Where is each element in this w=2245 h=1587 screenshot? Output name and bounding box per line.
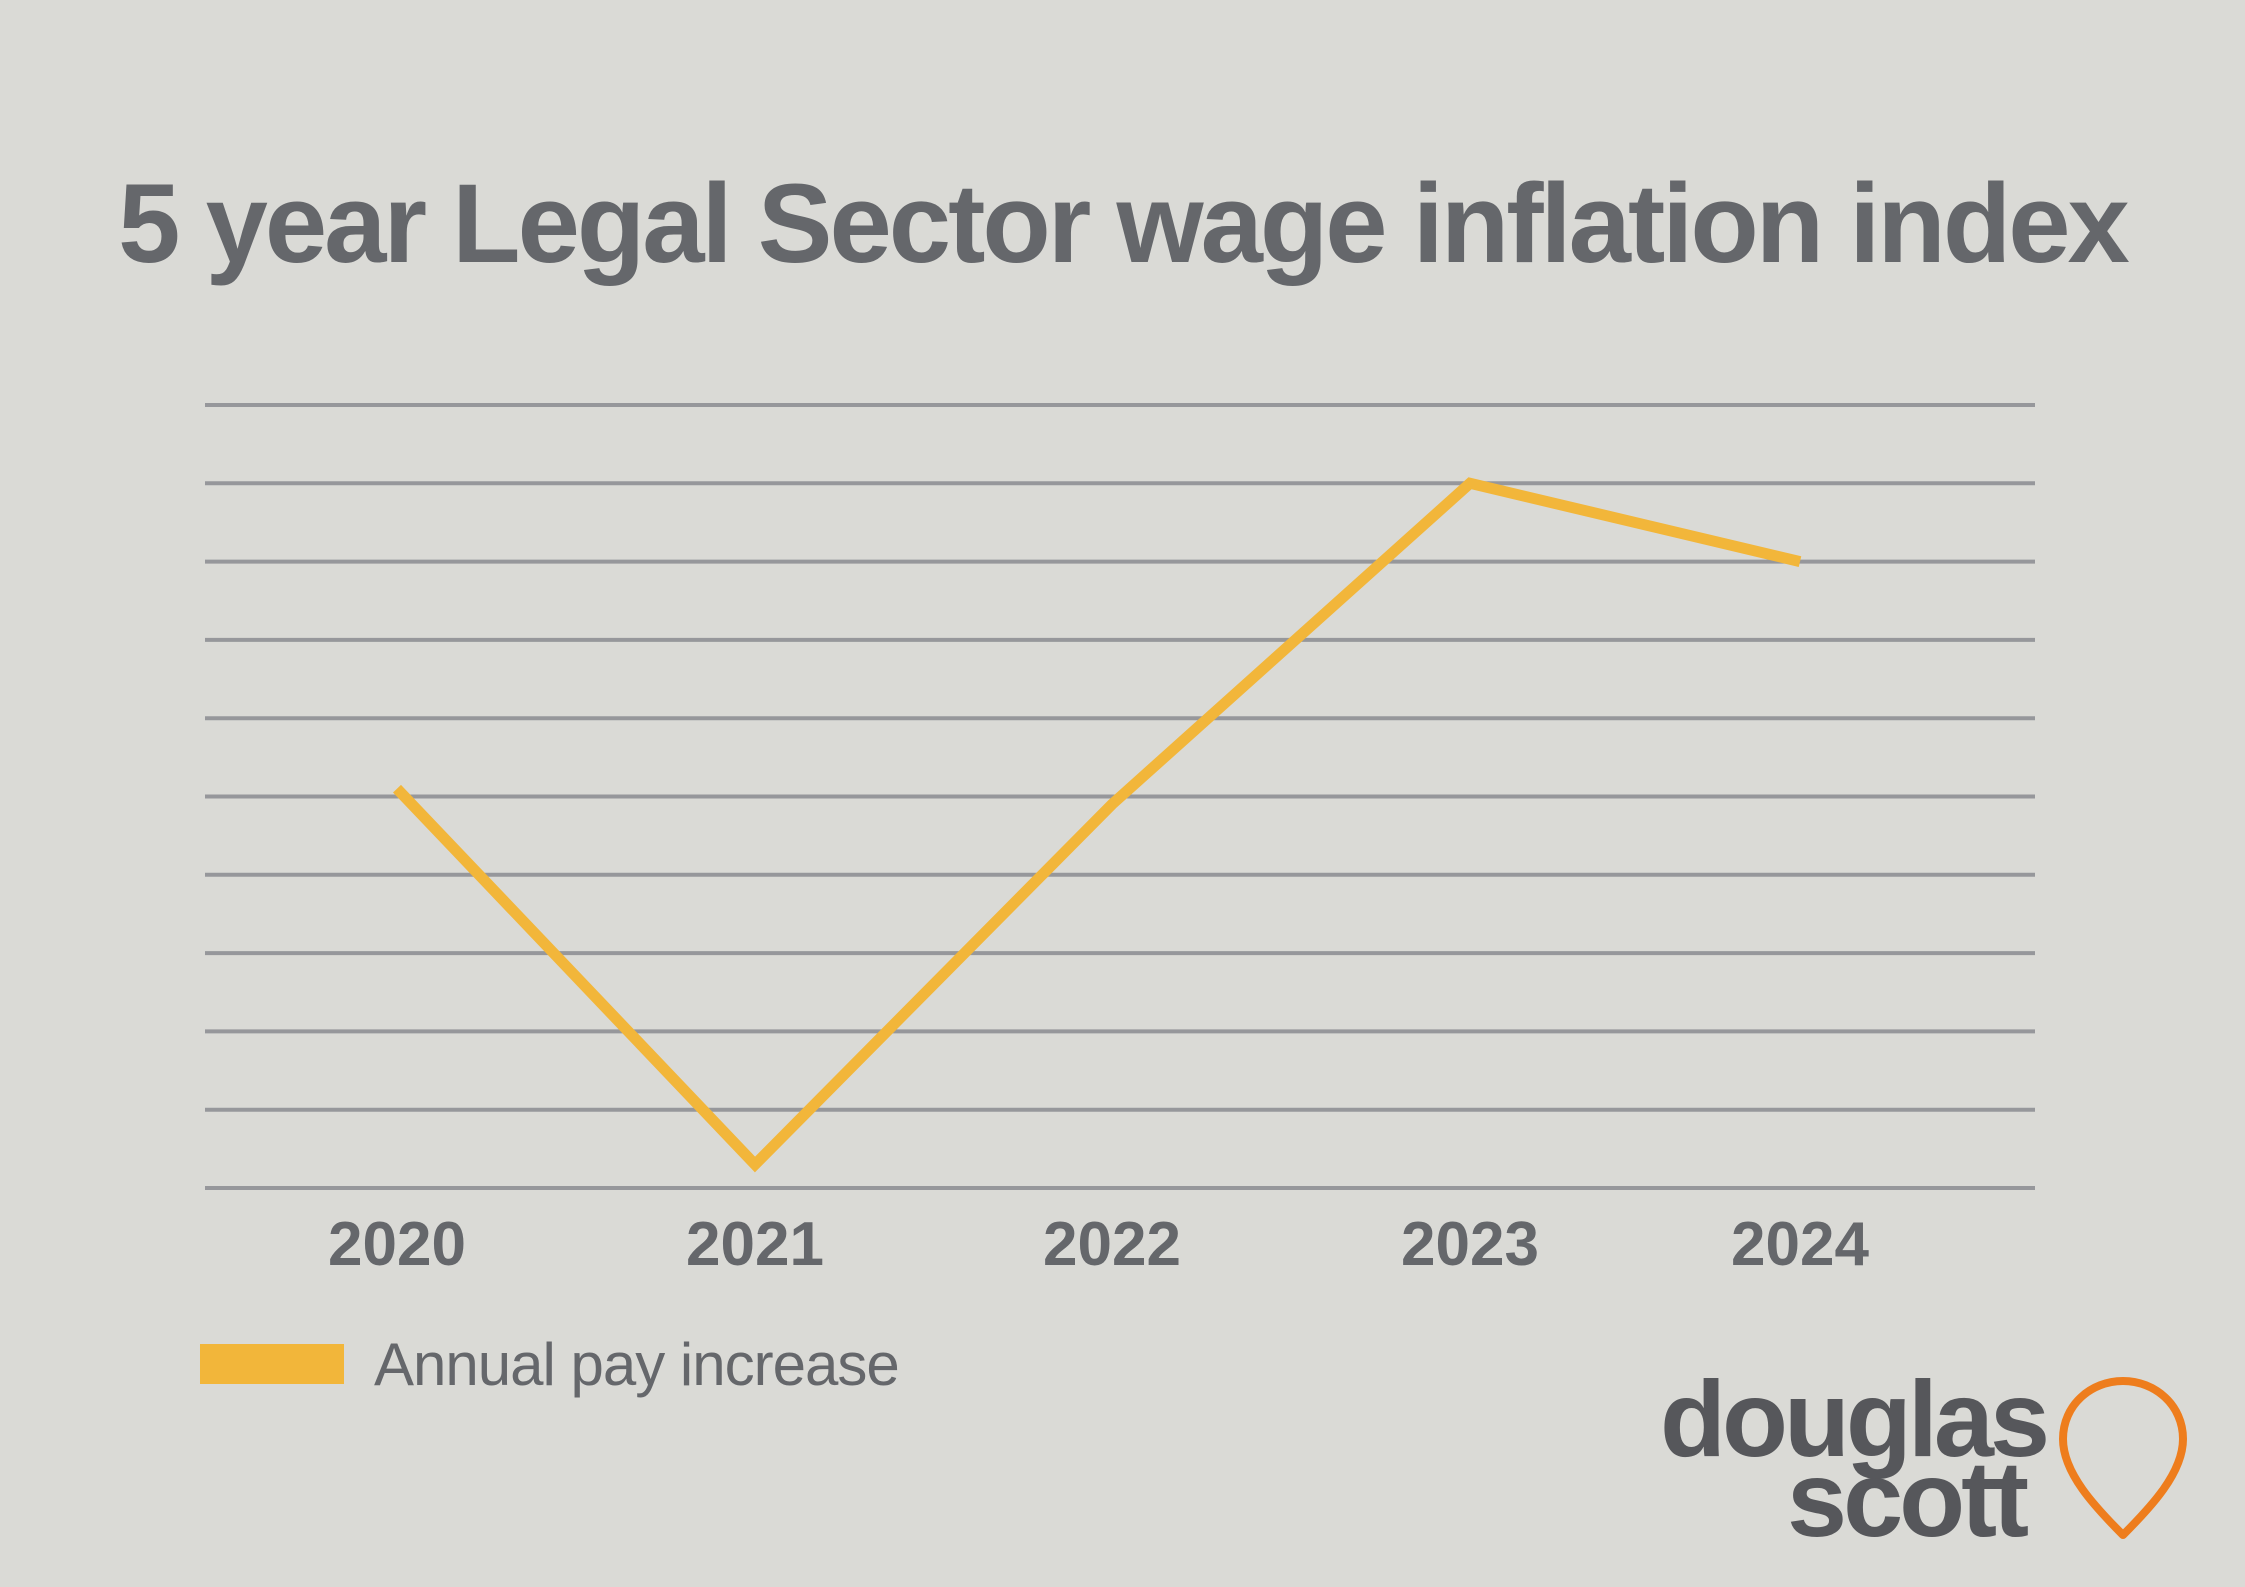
series-line: [393, 477, 1802, 1173]
x-tick-label: 2023: [1401, 1210, 1539, 1279]
x-tick-label: 2020: [328, 1210, 466, 1279]
location-pin-icon: [2059, 1377, 2187, 1539]
legend-label: Annual pay increase: [374, 1330, 900, 1398]
logo-wordmark-line1: douglas: [1660, 1358, 2050, 1479]
douglas-scott-logo: douglas scott: [1645, 1358, 2205, 1553]
legend-swatch: [200, 1344, 344, 1384]
x-tick-label: 2024: [1731, 1210, 1869, 1279]
logo-wordmark-line2: scott: [1787, 1438, 2029, 1559]
chart-title: 5 year Legal Sector wage inflation index: [118, 161, 2130, 286]
x-tick-label: 2022: [1043, 1210, 1181, 1279]
x-tick-label: 2021: [686, 1210, 824, 1279]
legend: Annual pay increase: [200, 1331, 900, 1398]
